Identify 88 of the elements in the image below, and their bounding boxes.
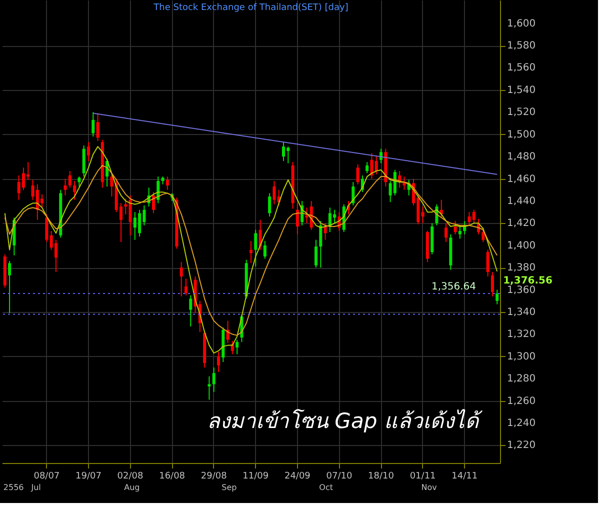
line-series bbox=[4, 146, 498, 354]
candlestick bbox=[45, 214, 48, 243]
x-tick-label: 18/10 bbox=[368, 472, 394, 482]
candlestick bbox=[454, 220, 457, 235]
x-tick-label: 08/07 bbox=[34, 472, 60, 482]
candlestick bbox=[189, 294, 192, 327]
y-tick-label: 1,240 bbox=[507, 418, 536, 430]
x-tick-label: 29/08 bbox=[200, 472, 228, 482]
candlestick bbox=[268, 192, 272, 218]
y-tick-label: 1,220 bbox=[507, 440, 536, 452]
candlestick bbox=[458, 224, 462, 240]
candlestick bbox=[110, 172, 114, 198]
y-tick-label: 1,540 bbox=[507, 84, 536, 96]
candlestick bbox=[356, 164, 360, 185]
candlestick bbox=[78, 176, 81, 188]
y-tick-label: 1,360 bbox=[507, 284, 536, 296]
candlestick bbox=[263, 240, 266, 260]
ref-line-label: 1,356.64 bbox=[431, 282, 476, 293]
y-tick-label: 1,440 bbox=[507, 196, 536, 207]
y-tick-label: 1,260 bbox=[507, 396, 536, 407]
candlestick bbox=[296, 202, 299, 235]
y-tick-label: 1,480 bbox=[507, 152, 536, 163]
y-tick-label: 1,320 bbox=[507, 329, 536, 340]
text: Oct bbox=[319, 483, 333, 492]
candlestick bbox=[166, 176, 169, 190]
candlestick bbox=[324, 222, 327, 240]
annotation: ลงมาเข้าโซน Gap แล้วเด้งได้ bbox=[207, 409, 483, 433]
y-tick-label: 1,460 bbox=[507, 174, 536, 185]
candlestick bbox=[314, 239, 318, 268]
x-tick-label: 19/07 bbox=[76, 472, 102, 482]
y-tick-label: 1,420 bbox=[507, 218, 536, 230]
candlestick bbox=[73, 180, 76, 200]
candlestick bbox=[212, 367, 216, 392]
candlestick bbox=[282, 142, 286, 162]
candlestick bbox=[184, 278, 188, 296]
chart-title: The Stock Exchange of Thailand(SET) [day] bbox=[152, 3, 348, 13]
text: Jul bbox=[30, 483, 41, 492]
candlestick bbox=[468, 212, 471, 226]
candlestick bbox=[180, 262, 183, 297]
candlestick bbox=[54, 239, 58, 273]
y-tick-label: 1,280 bbox=[507, 374, 536, 385]
candlestick bbox=[319, 220, 322, 268]
y-tick-label: 1,340 bbox=[507, 307, 536, 318]
x-tick-label: 24/09 bbox=[284, 472, 311, 482]
candlestick bbox=[64, 178, 67, 196]
candlestick bbox=[254, 229, 258, 267]
candlestick bbox=[374, 156, 378, 175]
candlestick bbox=[482, 227, 485, 243]
candlestick bbox=[86, 142, 90, 162]
candlestick bbox=[370, 152, 374, 180]
candlestick bbox=[486, 249, 490, 277]
text: Nov bbox=[421, 483, 438, 492]
candlestick bbox=[8, 260, 12, 314]
candlestick bbox=[490, 272, 494, 297]
candlestick bbox=[68, 170, 72, 188]
y-tick-label: 1,380 bbox=[507, 262, 536, 274]
x-tick-label: 11/09 bbox=[242, 472, 269, 482]
y-tick-label: 1,600 bbox=[507, 18, 536, 30]
candlestick bbox=[496, 289, 499, 305]
candlestick bbox=[208, 376, 211, 400]
candlestick bbox=[128, 194, 132, 236]
y-tick-label: 1,500 bbox=[507, 129, 536, 140]
x-tick-label: 14/11 bbox=[452, 472, 478, 482]
candlestick bbox=[236, 339, 239, 355]
candlestick bbox=[444, 222, 448, 243]
text: Aug bbox=[124, 483, 140, 492]
candlestick bbox=[152, 192, 155, 214]
x-tick-label: 16/08 bbox=[159, 472, 186, 482]
x-tick-label: 02/08 bbox=[117, 472, 144, 482]
y-tick-label: 1,580 bbox=[507, 40, 536, 52]
y-tick-label: 1,520 bbox=[507, 107, 536, 118]
candlestick bbox=[92, 112, 95, 138]
x-tick-label: 07/10 bbox=[326, 472, 352, 482]
y-tick-label: 1,560 bbox=[507, 62, 536, 74]
candlestick bbox=[272, 180, 276, 205]
text: Sep bbox=[222, 483, 237, 492]
candlestick bbox=[216, 351, 220, 372]
data-label: 1,376.56 bbox=[503, 275, 552, 286]
y-tick-label: 1,400 bbox=[507, 240, 536, 252]
candlestick bbox=[366, 162, 369, 174]
y-tick-label: 1,300 bbox=[507, 351, 536, 362]
candlestick bbox=[421, 206, 424, 224]
candlestick bbox=[230, 340, 234, 355]
text: 2556 bbox=[3, 483, 24, 492]
candlestick bbox=[249, 240, 253, 264]
candlestick bbox=[472, 209, 476, 224]
x-tick-label: 01/11 bbox=[410, 472, 436, 482]
candlestick bbox=[96, 112, 100, 142]
